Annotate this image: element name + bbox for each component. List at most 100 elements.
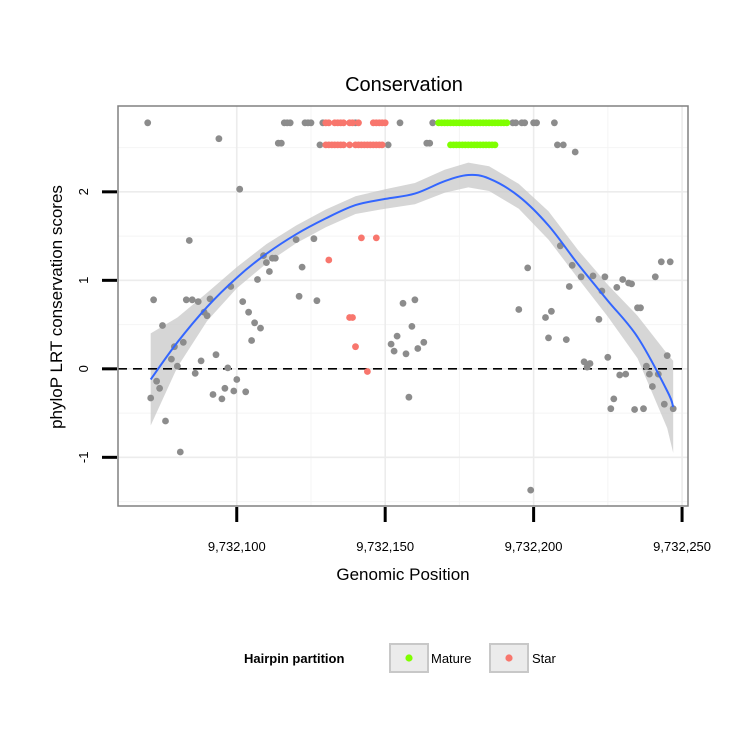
data-point-other: [589, 272, 597, 280]
data-point-star: [349, 119, 356, 127]
data-point-other: [405, 393, 413, 401]
data-point-other: [515, 306, 523, 313]
data-point-other: [221, 384, 229, 392]
data-point-other: [277, 139, 285, 147]
y-tick-label: 0: [76, 365, 91, 372]
data-point-other: [384, 141, 392, 149]
data-point-other: [168, 355, 175, 363]
data-point-star: [378, 141, 386, 149]
data-point-other: [420, 338, 428, 346]
data-point-other: [619, 276, 627, 283]
y-axis: -1 0 1 2: [76, 188, 117, 463]
data-point-mature: [503, 119, 511, 127]
data-point-other: [153, 377, 161, 385]
data-point-other: [286, 119, 294, 127]
data-point-other: [147, 394, 155, 402]
x-tick-label: 9,732,150: [356, 539, 414, 554]
data-point-other: [613, 284, 621, 291]
data-point-mature: [491, 141, 499, 149]
data-point-other: [150, 296, 158, 304]
data-point-other: [156, 384, 164, 392]
data-point-other: [548, 307, 555, 315]
data-point-other: [429, 119, 437, 127]
data-point-other: [565, 283, 573, 290]
panel-border: [117, 105, 689, 507]
plot-panel: [117, 105, 689, 507]
legend-label-star: Star: [532, 651, 557, 666]
data-point-other: [179, 338, 187, 346]
data-point-other: [527, 486, 535, 494]
data-point-star: [325, 256, 333, 264]
legend-title: Hairpin partition: [244, 651, 344, 666]
y-tick-label: 2: [76, 188, 91, 195]
data-point-other: [162, 417, 169, 425]
data-point-other: [188, 296, 196, 304]
data-point-other: [307, 119, 315, 127]
data-point-other: [245, 308, 253, 316]
data-point-other: [257, 324, 264, 332]
legend-label-mature: Mature: [431, 651, 471, 666]
data-point-other: [402, 350, 410, 358]
data-point-other: [651, 273, 659, 281]
data-point-other: [640, 405, 647, 413]
data-points: [144, 119, 677, 494]
data-point-other: [628, 280, 635, 288]
data-point-other: [292, 236, 300, 244]
data-point-other: [545, 334, 552, 342]
data-point-other: [144, 119, 152, 127]
legend-dot-star: [505, 654, 513, 662]
data-point-other: [209, 391, 217, 398]
x-axis: 9,732,100 9,732,150 9,732,200 9,732,250: [208, 507, 711, 554]
data-point-other: [571, 148, 579, 156]
data-point-other: [562, 336, 570, 343]
data-point-other: [295, 292, 303, 300]
data-point-other: [271, 254, 279, 262]
data-point-other: [248, 337, 256, 344]
data-point-other: [316, 141, 324, 149]
data-point-other: [631, 406, 638, 413]
data-point-other: [580, 358, 588, 366]
data-point-other: [521, 119, 529, 127]
data-point-star: [355, 119, 362, 127]
data-point-other: [426, 139, 434, 147]
data-point-other: [663, 352, 671, 359]
data-point-other: [212, 351, 220, 359]
data-point-other: [185, 237, 193, 244]
data-point-other: [197, 357, 205, 365]
data-point-other: [586, 360, 594, 367]
data-point-other: [266, 268, 273, 275]
data-point-other: [236, 185, 244, 193]
data-point-other: [616, 371, 624, 379]
data-point-other: [203, 312, 211, 320]
data-point-other: [559, 141, 567, 149]
data-point-star: [381, 119, 389, 127]
x-tick-label: 9,732,250: [653, 539, 711, 554]
legend-dot-mature: [405, 654, 413, 662]
data-point-other: [393, 332, 401, 340]
data-point-other: [215, 135, 223, 143]
data-point-other: [554, 141, 561, 149]
data-point-other: [408, 323, 416, 330]
data-point-other: [601, 273, 609, 281]
data-point-other: [533, 119, 540, 127]
data-point-other: [604, 353, 612, 361]
data-point-other: [646, 370, 653, 378]
data-point-other: [666, 258, 674, 266]
x-tick-label: 9,732,100: [208, 539, 266, 554]
data-point-other: [218, 395, 226, 403]
data-point-other: [396, 119, 404, 127]
data-point-star: [340, 119, 347, 127]
data-point-other: [191, 369, 199, 377]
data-point-other: [239, 298, 247, 305]
data-point-star: [372, 234, 380, 242]
data-point-star: [358, 234, 365, 242]
data-point-other: [224, 364, 232, 372]
data-point-other: [542, 314, 549, 321]
data-point-other: [387, 340, 395, 348]
data-point-other: [263, 259, 270, 266]
data-point-other: [313, 297, 321, 305]
data-point-other: [610, 395, 618, 403]
data-point-other: [174, 362, 181, 370]
data-point-other: [251, 319, 258, 327]
y-tick-label: 1: [76, 277, 91, 284]
